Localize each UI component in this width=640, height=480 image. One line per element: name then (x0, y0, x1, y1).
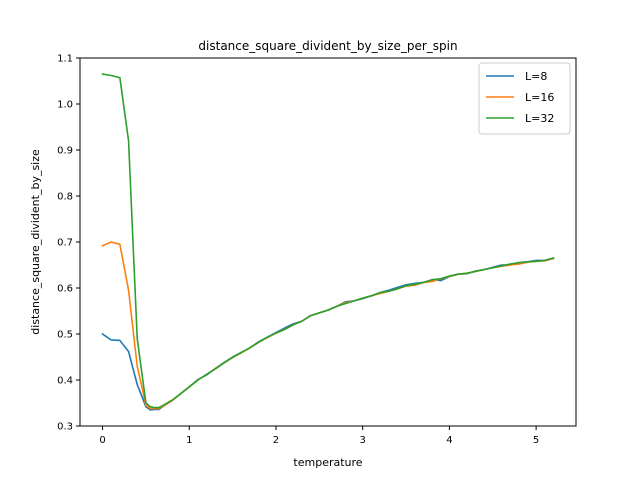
legend: L=8 L=16 L=32 (478, 62, 571, 135)
x-tick-label: 0 (99, 435, 105, 446)
legend-box (478, 62, 571, 135)
y-tick-label: 0.7 (57, 238, 73, 249)
x-tick-label: 5 (533, 435, 539, 446)
series-line-l32 (101, 73, 555, 409)
x-tick-label: 4 (446, 435, 452, 446)
x-axis: 0 1 2 3 4 5 (99, 426, 539, 446)
y-tick-label: 1.0 (57, 100, 73, 111)
y-tick-label: 0.8 (57, 192, 73, 203)
x-axis-label: temperature (293, 456, 362, 469)
x-tick-label: 2 (273, 435, 279, 446)
y-axis: 0.3 0.4 0.5 0.6 0.7 0.8 0.9 1.0 1.1 (57, 54, 80, 433)
x-tick-label: 1 (186, 435, 192, 446)
y-tick-label: 0.6 (57, 284, 73, 295)
y-tick-label: 0.3 (57, 422, 73, 433)
chart-title: distance_square_divident_by_size_per_spi… (198, 39, 457, 53)
y-tick-label: 0.4 (57, 376, 73, 387)
legend-label: L=16 (525, 91, 554, 104)
legend-label: L=8 (525, 70, 547, 83)
y-tick-label: 0.9 (57, 146, 73, 157)
y-axis-label: distance_square_divident_by_size (29, 149, 42, 335)
x-tick-label: 3 (359, 435, 365, 446)
plot-series (101, 73, 555, 411)
legend-label: L=32 (525, 112, 554, 125)
y-tick-label: 1.1 (57, 54, 73, 65)
y-tick-label: 0.5 (57, 330, 73, 341)
